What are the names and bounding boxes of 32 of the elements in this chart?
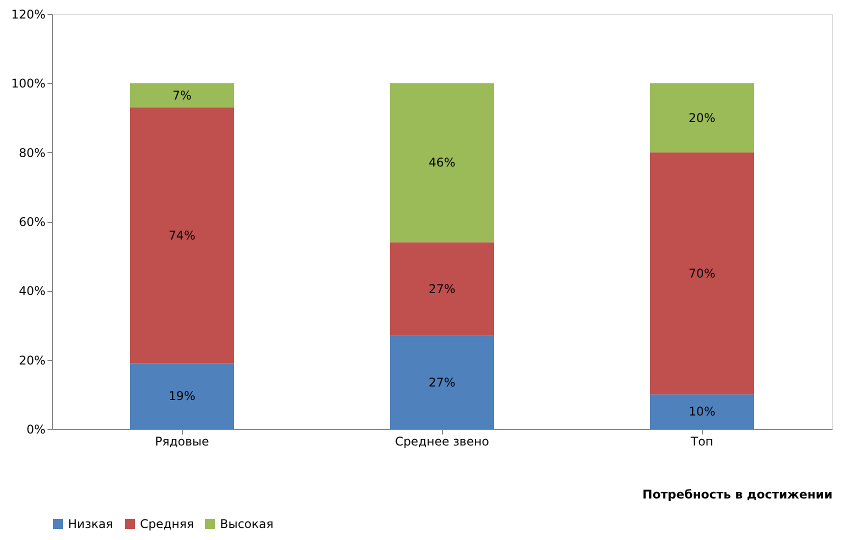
data-label: 27% [428,282,456,296]
y-tick-label: 0% [26,422,46,436]
data-label: 7% [172,88,192,102]
bar [130,107,234,364]
x-axis-title: Потребность в достижении [642,488,832,502]
legend-label: Низкая [68,517,114,531]
data-label: 19% [168,389,196,404]
bar [650,83,754,152]
y-tick-label: 60% [18,215,46,229]
bar [390,242,494,336]
bar [650,394,754,429]
y-tick-label: 120% [11,8,46,22]
y-tick-label: 80% [18,146,46,160]
x-tick-label: Рядовые [154,434,210,448]
bar [130,363,234,429]
bar [650,152,754,394]
x-tick-label: Среднее звено [394,434,490,448]
bar [130,83,234,108]
data-label: 46% [428,156,456,170]
legend-label: Средняя [140,517,194,531]
y-tick-label: 100% [11,76,46,91]
x-tick-label: Топ [690,434,714,448]
data-label: 20% [688,110,716,125]
bar [390,83,494,242]
data-label: 74% [168,228,196,242]
data-label: 10% [688,404,716,419]
data-label: 27% [428,375,456,390]
y-tick-label: 20% [18,353,46,368]
bar [390,336,494,429]
y-tick-label: 40% [18,284,46,298]
legend-label: Высокая [220,517,274,531]
data-label: 70% [688,266,716,280]
